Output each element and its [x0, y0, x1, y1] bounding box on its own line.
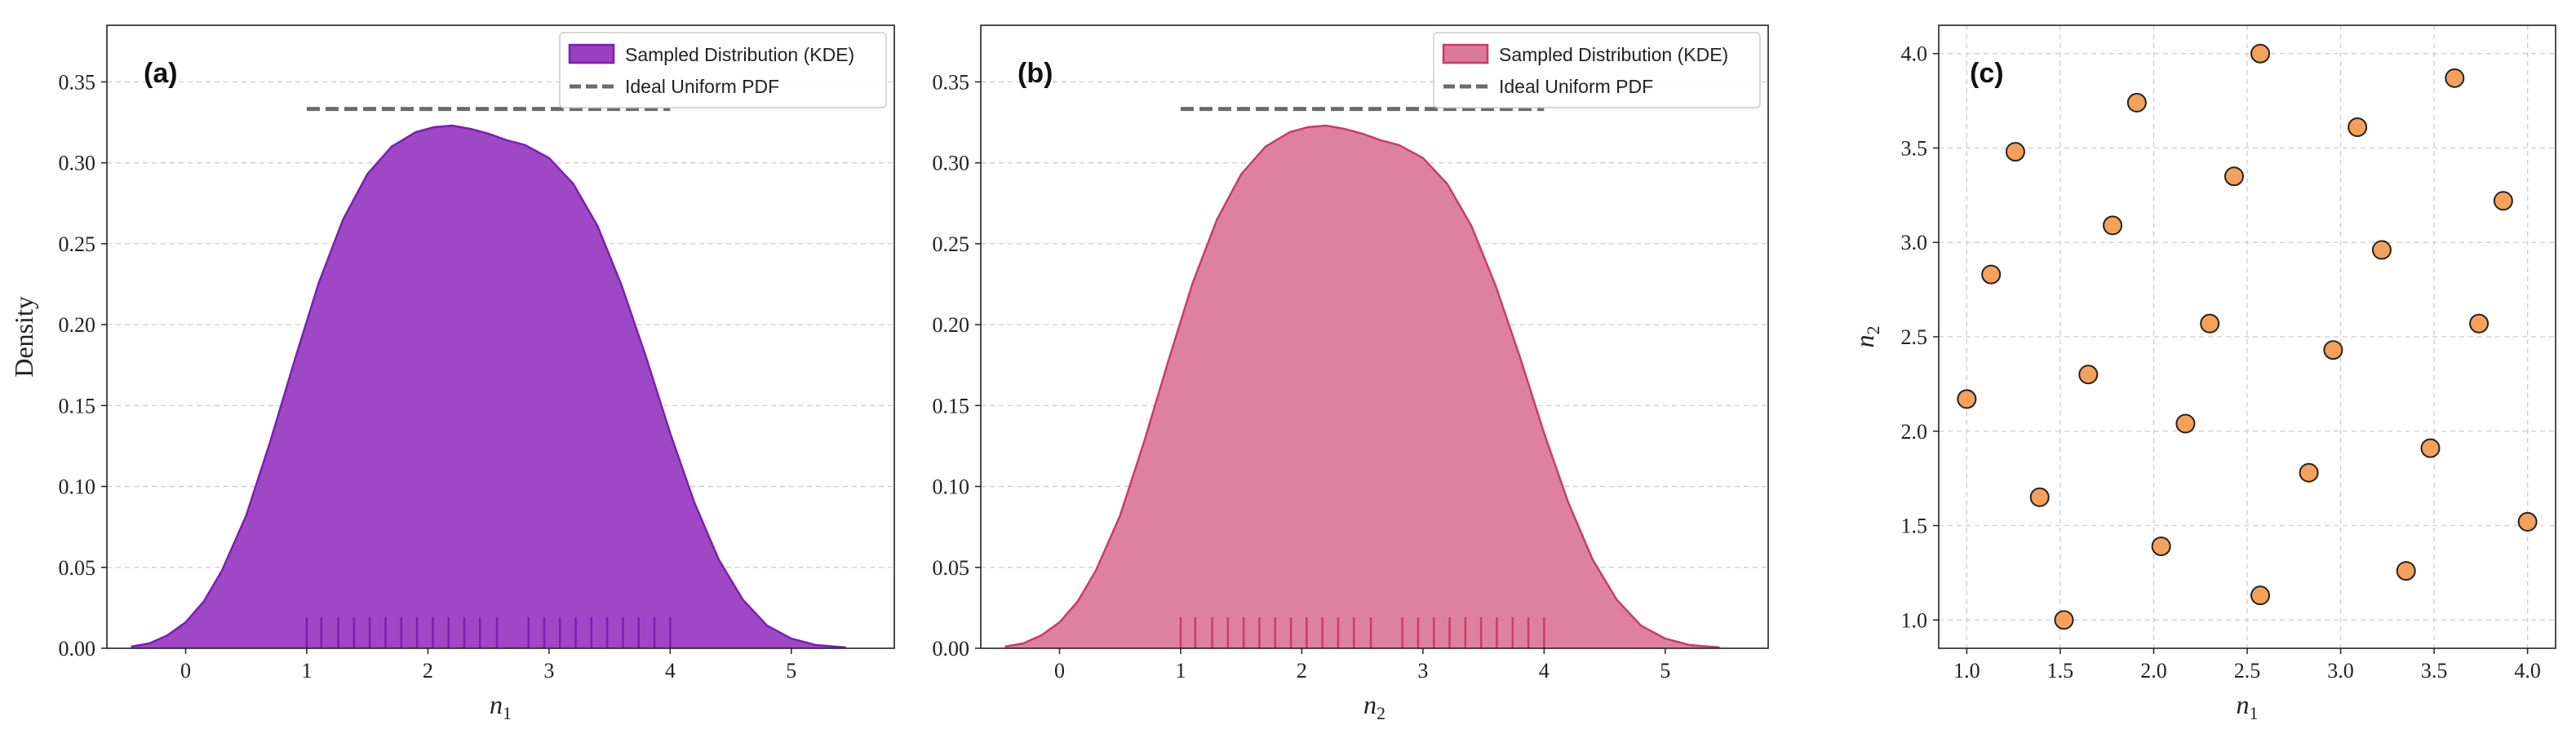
legend-box	[559, 32, 887, 108]
x-tick-label: 3	[543, 659, 554, 683]
x-tick-label: 3.5	[2421, 659, 2448, 683]
y-tick-label: 0.15	[59, 394, 96, 418]
y-axis-label: Density	[9, 296, 38, 378]
x-tick-label: 2.5	[2234, 659, 2261, 683]
y-tick-label: 1.5	[1901, 515, 1928, 538]
x-axis-label: n2	[1363, 690, 1386, 723]
legend-box	[1433, 32, 1761, 108]
legend-label-uniform: Ideal Uniform PDF	[625, 76, 779, 97]
panel-label: (c)	[1970, 58, 2004, 89]
scatter-point	[2469, 313, 2490, 334]
x-tick-label: 2.0	[2140, 659, 2167, 683]
x-tick-label: 4	[1539, 659, 1550, 683]
x-tick-label: 4.0	[2514, 659, 2541, 683]
scatter-point	[2250, 43, 2271, 64]
x-tick-label: 1.5	[2047, 659, 2074, 683]
kde-area	[1004, 126, 1720, 648]
x-tick-label: 1	[301, 659, 312, 683]
legend: Sampled Distribution (KDE) Ideal Uniform …	[559, 32, 887, 108]
x-tick-label: 0	[1054, 659, 1065, 683]
scatter-point	[2005, 142, 2025, 162]
x-axis-label: n1	[490, 690, 512, 723]
scatter-point	[2103, 215, 2123, 236]
x-tick-label: 3.0	[2327, 659, 2354, 683]
scatter-point	[2348, 117, 2368, 138]
y-tick-label: 0.30	[933, 152, 970, 175]
scatter-point	[2323, 340, 2343, 360]
legend-label-kde: Sampled Distribution (KDE)	[1499, 44, 1728, 65]
scatter-point	[2200, 313, 2220, 334]
kde-area	[131, 126, 846, 648]
x-tick-label: 4	[665, 659, 676, 683]
axes-frame	[106, 24, 895, 649]
scatter-point	[1981, 264, 2002, 285]
x-tick-label: 3	[1417, 659, 1428, 683]
legend-label-uniform: Ideal Uniform PDF	[1499, 76, 1653, 97]
y-tick-label: 2.0	[1901, 420, 1928, 444]
x-tick-label: 1	[1175, 659, 1186, 683]
x-tick-label: 0	[180, 659, 191, 683]
panel-a-kde-n1: 0 1 2 3 4 5 0.00 0.05 0.10 0.15 0.20 0.25 0.30 0.35 n1…	[9, 24, 895, 723]
x-tick-label: 5	[1660, 659, 1670, 683]
scatter-point	[2445, 68, 2465, 88]
y-tick-label: 0.35	[933, 70, 970, 94]
y-tick-label: 0.05	[933, 556, 970, 580]
y-tick-label: 0.20	[933, 313, 970, 337]
y-tick-label: 0.15	[933, 394, 970, 418]
kde-curve	[131, 124, 846, 649]
scatter-point	[2078, 364, 2099, 385]
panel-label: (b)	[1018, 58, 1053, 89]
scatter-point	[1957, 389, 1977, 409]
y-tick-label: 0.05	[59, 556, 96, 580]
axes-frame	[980, 24, 1769, 649]
scatter-point	[2396, 561, 2416, 581]
y-tick-label: 0.35	[59, 70, 96, 94]
legend: Sampled Distribution (KDE) Ideal Uniform …	[1433, 32, 1761, 108]
scatter-point	[2175, 413, 2196, 434]
x-tick-label: 2	[423, 659, 433, 683]
scatter-point	[2250, 585, 2271, 606]
scatter-point	[2224, 166, 2244, 187]
scatter-point	[2029, 487, 2050, 507]
y-tick-label: 1.0	[1901, 608, 1928, 632]
y-tick-label: 0.25	[933, 232, 970, 256]
panel-label: (a)	[144, 58, 178, 89]
kde-curve	[1004, 124, 1720, 649]
y-tick-label: 4.0	[1901, 42, 1928, 66]
x-tick-label: 5	[786, 659, 796, 683]
y-tick-label: 2.5	[1901, 325, 1928, 349]
y-tick-label: 0.00	[59, 637, 96, 661]
legend-swatch-kde	[1442, 43, 1489, 64]
y-tick-label: 0.10	[59, 475, 96, 499]
x-tick-label: 1.0	[1953, 659, 1980, 683]
y-tick-label: 0.10	[933, 475, 970, 499]
y-tick-label: 3.0	[1901, 231, 1928, 254]
scatter-point	[2299, 462, 2319, 483]
y-tick-label: 3.5	[1901, 136, 1928, 160]
legend-label-kde: Sampled Distribution (KDE)	[625, 44, 854, 65]
panel-b-kde-n2: 0 1 2 3 4 5 0.00 0.05 0.10 0.15 0.20 0.25 0.30 0.35 n2…	[933, 24, 1769, 723]
x-tick-label: 2	[1297, 659, 1307, 683]
scatter-point	[2151, 536, 2171, 556]
scatter-point	[2371, 240, 2392, 260]
scatter-point	[2420, 438, 2441, 458]
y-tick-label: 0.00	[933, 637, 970, 661]
y-tick-label: 0.20	[59, 313, 96, 337]
y-tick-label: 0.25	[59, 232, 96, 256]
x-axis-label: n1	[2237, 690, 2259, 723]
scatter-point	[2517, 511, 2538, 532]
y-tick-label: 0.30	[59, 152, 96, 175]
scatter-point	[2054, 610, 2074, 630]
y-axis-label: n2	[1850, 326, 1883, 348]
scatter-point	[2126, 92, 2147, 113]
legend-swatch-kde	[568, 43, 615, 64]
panel-c-scatter: 1.0 1.5 2.0 2.5 3.0 3.5 4.0 1.0 1.5 2.0 2.5 3.0 3.5 4…	[1850, 24, 2556, 723]
scatter-point	[2493, 191, 2513, 211]
